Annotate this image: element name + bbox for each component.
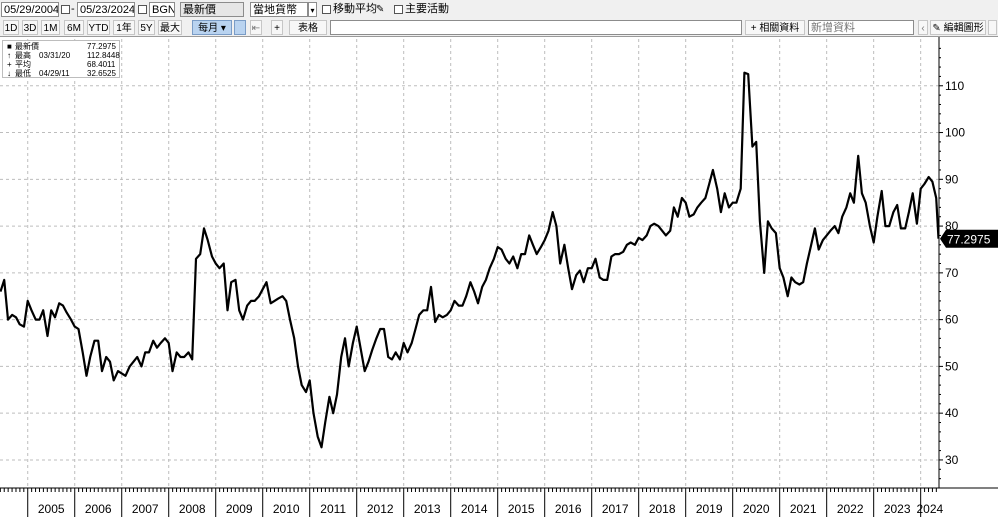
y-tick-label: 30 — [945, 453, 959, 467]
legend-value: 77.2975 — [87, 42, 116, 51]
legend-row: ↓ 最低 04/29/11 32.6525 — [7, 69, 119, 78]
y-axis-ticks: 30 40 50 60 70 80 90 100 110 — [939, 47, 965, 480]
y-tick-label: 110 — [945, 79, 964, 93]
period-button[interactable]: YTD — [87, 20, 110, 35]
x-tick-label: 2023 — [884, 502, 911, 516]
x-tick-label: 2008 — [179, 502, 206, 516]
start-date-field[interactable]: 05/29/2004 — [1, 2, 59, 17]
x-tick-label: 2007 — [132, 502, 159, 516]
legend-date: 04/29/11 — [39, 69, 70, 78]
moving-avg-checkbox[interactable] — [322, 5, 331, 14]
legend-row: ↑ 最高 03/31/20 112.8448 — [7, 51, 120, 60]
new-data-input[interactable]: 新增資料 — [808, 20, 914, 35]
legend-symbol-icon: ↑ — [7, 51, 11, 60]
chart-toolbar: 05/29/2004 - 05/23/2024 BGN 最新價 當地貨幣 ▾ 移… — [0, 0, 998, 19]
x-tick-label: 2014 — [461, 502, 488, 516]
end-calendar-icon[interactable] — [138, 5, 147, 14]
last-value-marker: 77.2975 — [940, 229, 998, 248]
date-separator: - — [71, 3, 75, 15]
legend-row: ■ 最新價 77.2975 — [7, 42, 119, 51]
x-tick-label: 2020 — [743, 502, 770, 516]
legend-row: + 平均 68.4011 — [7, 60, 119, 69]
legend: ■ 最新價 77.2975 ↑ 最高 03/31/20 112.8448 + 平均 68.4011… — [2, 40, 120, 78]
legend-label: 最低 — [15, 69, 31, 78]
y-tick-label: 80 — [945, 219, 959, 233]
x-tick-label: 2009 — [226, 502, 253, 516]
related-data-button[interactable]: + 相關資料 — [745, 20, 805, 35]
legend-symbol-icon: + — [7, 60, 12, 69]
period-button[interactable]: 1年 — [113, 20, 135, 35]
currency-field[interactable]: BGN — [149, 2, 175, 17]
x-tick-label: 2012 — [367, 502, 394, 516]
x-tick-label: 2006 — [85, 502, 112, 516]
x-axis-ticks: 2005 2006 2007 2008 2009 2010 2011 2012 2013 2014… — [0, 488, 944, 517]
series-line — [0, 71, 940, 449]
currency-mode-dropdown-icon[interactable]: ▾ — [308, 2, 317, 17]
legend-label: 最高 — [15, 51, 31, 60]
legend-date: 03/31/20 — [39, 51, 71, 60]
back-arrow-icon[interactable]: ⇤ — [250, 20, 262, 35]
end-date-field[interactable]: 05/23/2024 — [77, 2, 135, 17]
currency-mode-select[interactable]: 當地貨幣 — [250, 2, 308, 17]
x-tick-label: 2019 — [696, 502, 723, 516]
x-tick-label: 2005 — [38, 502, 65, 516]
y-tick-label: 90 — [945, 172, 959, 186]
period-button[interactable]: 1M — [41, 20, 60, 35]
x-tick-label: 2017 — [602, 502, 629, 516]
grid-lines — [0, 39, 939, 488]
table-button[interactable]: 表格 — [289, 20, 327, 35]
period-button[interactable]: 最大 — [158, 20, 182, 35]
period-toolbar: 1D 3D 1M 6M YTD 1年 5Y 最大 每月 ▾ ⇤ + 表格 + 相關資料 新增資… — [0, 19, 998, 37]
legend-value: 68.4011 — [87, 60, 116, 69]
pencil-icon[interactable]: ✎ — [376, 4, 385, 15]
key-events-label: 主要活動 — [405, 3, 449, 15]
x-tick-label: 2011 — [320, 502, 346, 516]
legend-symbol-icon: ↓ — [7, 69, 11, 78]
period-button[interactable]: 6M — [64, 20, 84, 35]
frequency-select[interactable]: 每月 ▾ — [192, 20, 232, 35]
y-tick-label: 70 — [945, 266, 959, 280]
legend-symbol-icon: ■ — [7, 42, 12, 51]
add-series-button[interactable]: + — [271, 20, 283, 35]
moving-avg-label: 移動平均 — [333, 3, 377, 15]
key-events-checkbox[interactable] — [394, 5, 403, 14]
x-tick-label: 2015 — [508, 502, 535, 516]
x-tick-label: 2010 — [273, 502, 300, 516]
x-tick-label: 2018 — [649, 502, 676, 516]
period-button[interactable]: 1D — [3, 20, 19, 35]
collapse-arrow-icon[interactable]: ‹ — [918, 20, 928, 35]
price-field-select[interactable]: 最新價 — [180, 2, 244, 17]
x-tick-label: 2021 — [790, 502, 817, 516]
legend-value: 112.8448 — [87, 51, 120, 60]
last-value-label: 77.2975 — [947, 233, 991, 247]
legend-value: 32.6525 — [87, 69, 116, 78]
y-tick-label: 50 — [945, 359, 959, 373]
x-tick-label: 2022 — [837, 502, 864, 516]
legend-label: 平均 — [15, 60, 31, 69]
x-tick-label: 2016 — [555, 502, 582, 516]
panel-toggle-button[interactable] — [988, 20, 997, 35]
y-tick-label: 60 — [945, 313, 959, 327]
y-tick-label: 40 — [945, 406, 959, 420]
edit-chart-button[interactable]: ✎ 編輯圖形 — [930, 20, 986, 35]
y-tick-label: 100 — [945, 126, 965, 140]
period-button[interactable]: 3D — [22, 20, 38, 35]
period-button[interactable]: 5Y — [138, 20, 155, 35]
legend-label: 最新價 — [15, 42, 39, 51]
last-value-badge — [940, 229, 998, 248]
start-calendar-icon[interactable] — [61, 5, 70, 14]
x-tick-label: 2013 — [414, 502, 441, 516]
search-input[interactable] — [330, 20, 742, 35]
x-tick-label: 2024 — [916, 502, 943, 516]
blank-toggle-button[interactable] — [234, 20, 246, 35]
